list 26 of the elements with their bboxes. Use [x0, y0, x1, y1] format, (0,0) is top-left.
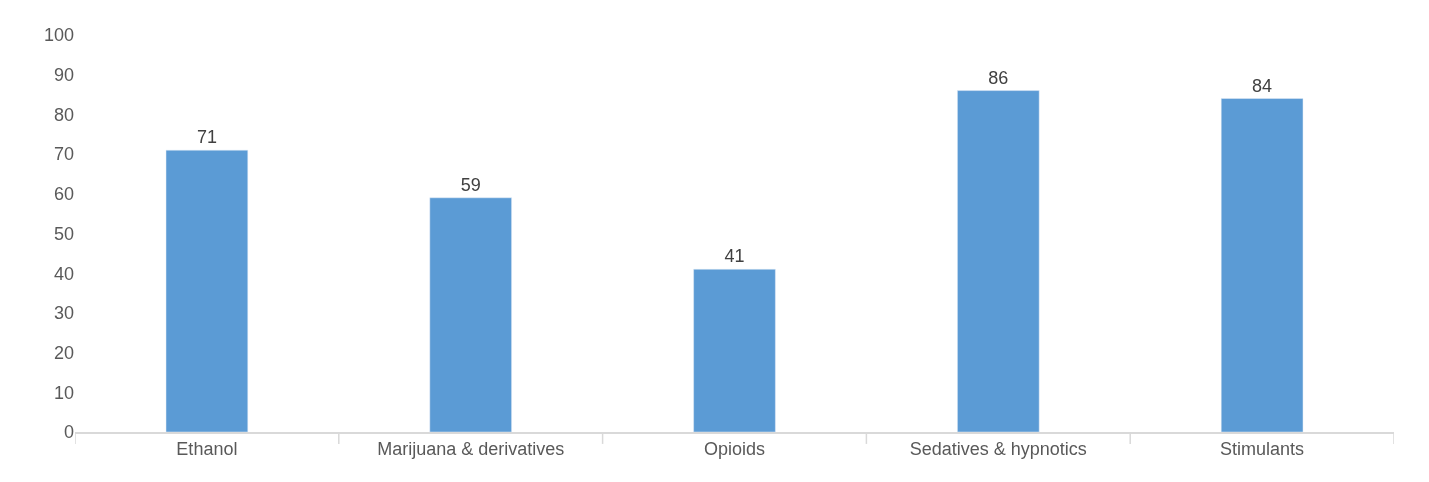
bar — [429, 197, 512, 432]
data-label: 84 — [1252, 75, 1273, 96]
y-tick-label: 90 — [53, 65, 74, 85]
data-label: 59 — [460, 174, 481, 195]
y-tick-label: 60 — [53, 184, 74, 205]
bar — [165, 149, 249, 432]
data-label: 86 — [988, 67, 1009, 88]
y-tick-label: 30 — [53, 303, 74, 324]
y-tick-label: 80 — [53, 104, 74, 125]
x-tick-label: Ethanol — [176, 439, 238, 460]
y-tick-label: 0 — [63, 422, 74, 443]
data-label: 71 — [196, 127, 217, 148]
y-tick-label: 50 — [53, 223, 74, 244]
y-tick-label: 70 — [53, 144, 74, 165]
y-tick-label: 20 — [53, 342, 74, 363]
bar — [1220, 98, 1304, 432]
x-tick-label: Opioids — [703, 439, 766, 460]
x-tick-label: Sedatives & hypnotics — [909, 439, 1087, 460]
y-tick-label: 100 — [43, 25, 74, 46]
data-label: 41 — [724, 246, 745, 267]
y-tick-label: 10 — [53, 382, 74, 403]
x-tick-label: Stimulants — [1220, 439, 1305, 460]
x-tick-label: Marijuana & derivatives — [377, 439, 565, 460]
bar — [957, 90, 1040, 432]
y-tick-label: 40 — [53, 263, 74, 284]
bar — [693, 268, 776, 432]
